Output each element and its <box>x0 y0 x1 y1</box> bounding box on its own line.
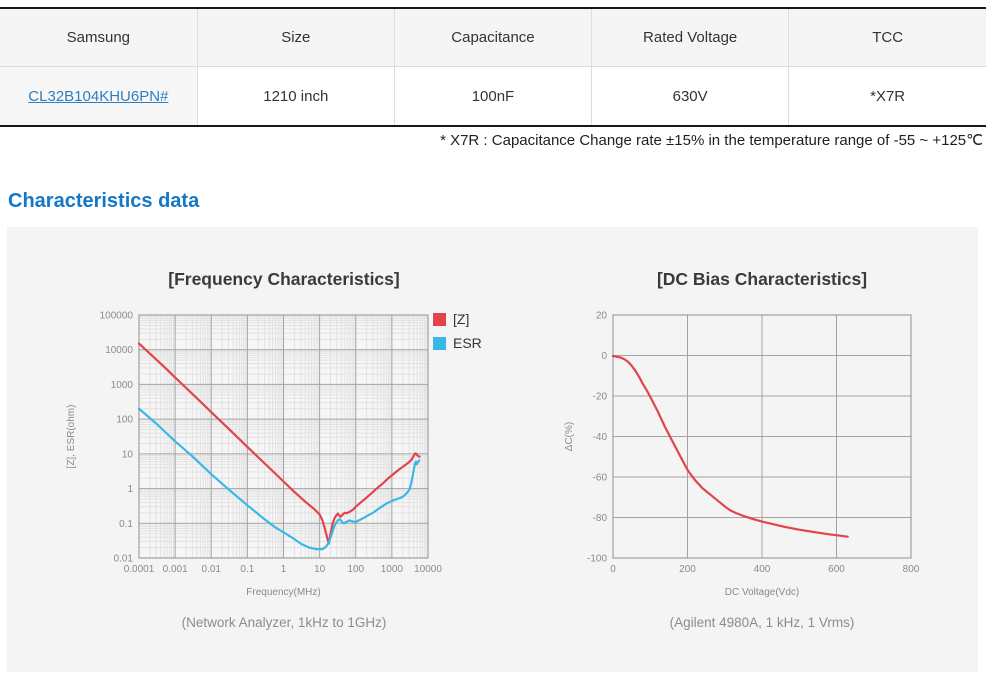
section-title: Characteristics data <box>8 190 200 212</box>
table-header-row: Samsung Size Capacitance Rated Voltage T… <box>0 9 986 67</box>
table-row: CL32B104KHU6PN# 1210 inch 100nF 630V *X7… <box>0 66 986 125</box>
svg-text:-40: -40 <box>593 432 608 443</box>
col-header-samsung: Samsung <box>0 9 198 67</box>
capacitance-cell: 100nF <box>393 66 592 125</box>
svg-text:10: 10 <box>122 449 134 460</box>
product-spec-table: Samsung Size Capacitance Rated Voltage T… <box>0 7 986 127</box>
rated-voltage-cell: 630V <box>591 66 789 125</box>
svg-text:10000: 10000 <box>105 345 133 356</box>
legend-label-esr: ESR <box>453 335 482 351</box>
svg-text:1000: 1000 <box>111 380 134 391</box>
col-header-tcc: TCC <box>788 9 986 67</box>
svg-text:20: 20 <box>596 311 608 322</box>
frequency-chart: 0.0001 0.001 0.01 0.1 1 10 100 1000 10000 100000 1… <box>66 311 442 599</box>
col-header-rated-voltage: Rated Voltage <box>591 9 789 67</box>
svg-text:10: 10 <box>314 564 326 575</box>
svg-text:0.0001: 0.0001 <box>124 564 155 575</box>
svg-text:100000: 100000 <box>100 311 134 322</box>
svg-text:0: 0 <box>610 564 616 575</box>
part-number-link[interactable]: CL32B104KHU6PN# <box>28 87 169 105</box>
svg-text:1: 1 <box>127 484 133 495</box>
dc-bias-chart-caption: (Agilent 4980A, 1 kHz, 1 Vrms) <box>669 615 855 630</box>
svg-text:[Z], ESR(ohm): [Z], ESR(ohm) <box>66 405 77 469</box>
part-number-cell: CL32B104KHU6PN# <box>0 66 198 125</box>
legend-item-esr: ESR <box>433 335 482 351</box>
col-header-size: Size <box>196 9 395 67</box>
svg-text:1: 1 <box>281 564 287 575</box>
svg-text:10000: 10000 <box>414 564 442 575</box>
svg-text:0.1: 0.1 <box>240 564 254 575</box>
svg-text:-80: -80 <box>593 513 608 524</box>
tcc-footnote: * X7R : Capacitance Change rate ±15% in … <box>440 132 983 149</box>
svg-text:0.01: 0.01 <box>202 564 222 575</box>
svg-text:0.001: 0.001 <box>163 564 188 575</box>
svg-text:0.1: 0.1 <box>119 519 133 530</box>
svg-text:0: 0 <box>601 351 607 362</box>
svg-text:DC Voltage(Vdc): DC Voltage(Vdc) <box>725 587 799 598</box>
frequency-chart-title: [Frequency Characteristics] <box>168 269 400 289</box>
dc-bias-chart-title: [DC Bias Characteristics] <box>656 269 868 289</box>
svg-text:Frequency(MHz): Frequency(MHz) <box>246 587 320 598</box>
characteristics-panel: [Frequency Characteristics] [DC Bias Cha… <box>7 227 978 672</box>
svg-text:800: 800 <box>903 564 920 575</box>
col-header-capacitance: Capacitance <box>393 9 592 67</box>
svg-text:ΔC(%): ΔC(%) <box>564 422 575 451</box>
tcc-cell: *X7R <box>788 66 986 125</box>
svg-text:0.01: 0.01 <box>114 554 134 565</box>
svg-text:-60: -60 <box>593 473 608 484</box>
svg-text:600: 600 <box>828 564 845 575</box>
svg-text:-100: -100 <box>587 554 607 565</box>
svg-text:200: 200 <box>679 564 696 575</box>
frequency-chart-legend: [Z] ESR <box>433 311 482 359</box>
svg-text:100: 100 <box>347 564 364 575</box>
size-cell: 1210 inch <box>196 66 395 125</box>
svg-text:1000: 1000 <box>381 564 404 575</box>
frequency-chart-caption: (Network Analyzer, 1kHz to 1GHz) <box>181 615 387 630</box>
svg-text:400: 400 <box>754 564 771 575</box>
svg-text:100: 100 <box>116 415 133 426</box>
legend-label-z: [Z] <box>453 311 470 327</box>
z-series-swatch <box>433 312 446 326</box>
esr-series-swatch <box>433 336 446 350</box>
legend-item-z: [Z] <box>433 311 482 327</box>
svg-text:-20: -20 <box>593 392 608 403</box>
